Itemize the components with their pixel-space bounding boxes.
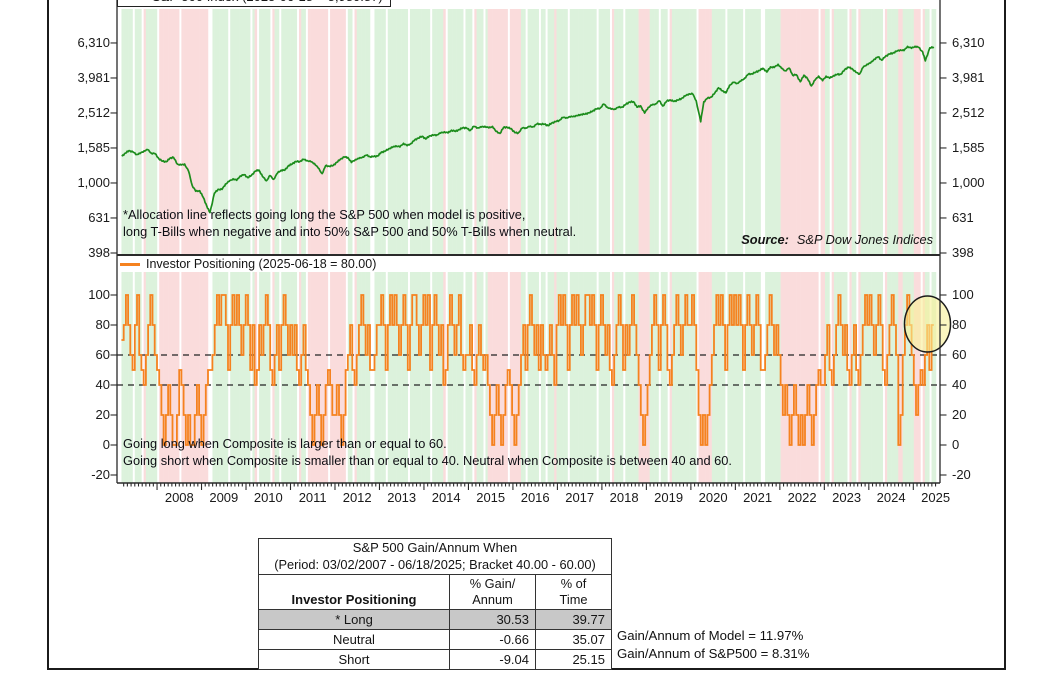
axis-tick-label: 20	[95, 407, 110, 422]
axis-tick-label: 398	[88, 245, 110, 260]
x-axis-year-label: 2023	[832, 490, 862, 505]
col-header-gain-line1: % Gain/	[469, 576, 516, 591]
axis-tick-label: 40	[952, 377, 967, 392]
axis-tick-label: 100	[952, 287, 974, 302]
sp500-legend: S&P 500 Index (2025-06-18 = 5,980.87)	[117, 0, 391, 7]
sp500-gain-stat: Gain/Annum of S&P500 = 8.31%	[617, 646, 810, 661]
row-short-label: Short	[338, 652, 370, 667]
source-note: Source: S&P Dow Jones Indices	[633, 232, 933, 247]
model-gain-stat: Gain/Annum of Model = 11.97%	[617, 628, 804, 643]
allocation-note-line1: *Allocation line reflects going long the…	[123, 207, 526, 222]
x-axis-year-label: 2015	[476, 490, 506, 505]
positioning-legend-label: Investor Positioning (2025-06-18 = 80.00…	[146, 257, 377, 271]
allocation-note: *Allocation line reflects going long the…	[123, 206, 576, 240]
table-title: S&P 500 Gain/Annum When	[352, 540, 518, 555]
axis-tick-label: -20	[952, 467, 971, 482]
row-short-gain: -9.04	[449, 650, 535, 669]
axis-tick-label: 1,000	[77, 174, 110, 190]
col-header-time-line1: % of	[560, 576, 587, 591]
col-header-positioning: Investor Positioning	[291, 592, 417, 607]
col-header-time-line2: Time	[559, 592, 588, 607]
x-axis-year-label: 2019	[654, 490, 684, 505]
row-neutral-label: Neutral	[333, 632, 375, 647]
table-row-neutral: Neutral -0.66 35.07	[259, 630, 611, 650]
table-row-short: Short -9.04 25.15	[259, 650, 611, 669]
axis-tick-label: 631	[88, 209, 110, 225]
axis-tick-label: 6,310	[77, 34, 110, 50]
axis-tick-label: 60	[952, 347, 967, 362]
composite-note: Going long when Composite is larger than…	[123, 436, 732, 469]
x-axis-year-label: 2018	[609, 490, 639, 505]
x-axis-year-label: 2020	[698, 490, 728, 505]
x-axis-year-label: 2024	[876, 490, 906, 505]
row-long-time: 39.77	[535, 610, 611, 629]
x-axis-year-label: 2010	[253, 490, 283, 505]
axis-tick-label: 100	[88, 287, 110, 302]
col-header-gain: % Gain/ Annum	[449, 575, 535, 609]
positioning-legend: Investor Positioning (2025-06-18 = 80.00…	[120, 256, 376, 272]
axis-tick-label: 2,512	[952, 104, 985, 120]
col-header-time: % of Time	[535, 575, 611, 609]
table-row-long: * Long 30.53 39.77	[259, 610, 611, 630]
axis-tick-label: 60	[95, 347, 110, 362]
composite-note-line1: Going long when Composite is larger than…	[123, 436, 447, 451]
axis-tick-label: 398	[952, 245, 974, 260]
axis-tick-label: 1,585	[77, 139, 110, 155]
axis-tick-label: 0	[952, 437, 960, 452]
row-long-gain: 30.53	[449, 610, 535, 629]
axis-tick-label: 80	[952, 317, 967, 332]
row-neutral-gain: -0.66	[449, 630, 535, 649]
x-axis-year-label: 2025	[921, 490, 951, 505]
axis-tick-label: 80	[95, 317, 110, 332]
axis-tick-label: 3,981	[77, 69, 110, 85]
axis-tick-label: 1,585	[952, 139, 985, 155]
x-axis-year-label: 2022	[787, 490, 817, 505]
allocation-note-line2: long T-Bills when negative and into 50% …	[123, 224, 577, 239]
source-label: Source:	[741, 232, 789, 247]
axis-tick-label: 20	[952, 407, 967, 422]
x-axis-year-label: 2016	[520, 490, 550, 505]
x-axis-year-label: 2008	[164, 490, 194, 505]
x-axis-year-label: 2013	[387, 490, 417, 505]
axis-tick-label: 3,981	[952, 69, 985, 85]
positioning-line-swatch-icon	[120, 262, 140, 266]
table-period: (Period: 03/02/2007 - 06/18/2025; Bracke…	[259, 557, 611, 575]
row-neutral-time: 35.07	[535, 630, 611, 649]
x-axis-year-label: 2011	[298, 490, 327, 505]
x-axis-year-label: 2017	[565, 490, 595, 505]
axis-tick-label: 0	[102, 437, 110, 452]
x-axis-year-label: 2014	[431, 490, 461, 505]
x-axis-year-label: 2009	[209, 490, 239, 505]
x-axis-year-label: 2021	[743, 490, 773, 505]
table-header-row: Investor Positioning % Gain/ Annum % of …	[259, 575, 611, 610]
axis-tick-label: 1,000	[952, 174, 985, 190]
axis-tick-label: 6,310	[952, 34, 985, 50]
row-short-time: 25.15	[535, 650, 611, 669]
x-axis-year-label: 2012	[342, 490, 372, 505]
gain-annum-table: S&P 500 Gain/Annum When (Period: 03/02/2…	[258, 538, 612, 670]
sp500-legend-label: S&P 500 Index (2025-06-18 = 5,980.87)	[152, 0, 383, 4]
source-value: S&P Dow Jones Indices	[796, 232, 933, 247]
composite-note-line2: Going short when Composite is smaller th…	[123, 452, 732, 468]
axis-tick-label: 2,512	[77, 104, 110, 120]
axis-tick-label: 631	[952, 209, 974, 225]
axis-tick-label: 40	[95, 377, 110, 392]
col-header-gain-line2: Annum	[472, 592, 513, 607]
row-long-label: * Long	[335, 612, 373, 627]
axis-tick-label: -20	[91, 467, 110, 482]
